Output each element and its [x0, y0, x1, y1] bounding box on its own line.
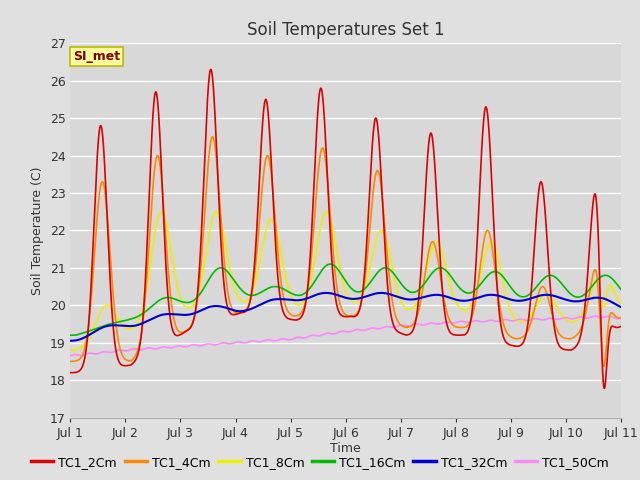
TC1_2Cm [241, 309, 249, 314]
TC1_50Cm [67, 353, 74, 359]
TC1_16Cm [415, 287, 423, 292]
Line: TC1_4Cm: TC1_4Cm [70, 137, 621, 366]
TC1_4Cm [209, 134, 216, 140]
TC1_50Cm [591, 313, 599, 319]
Line: TC1_32Cm: TC1_32Cm [70, 293, 621, 341]
TC1_8Cm [521, 318, 529, 324]
TC1_4Cm [451, 324, 458, 329]
TC1_2Cm [617, 324, 625, 329]
TC1_2Cm [67, 370, 74, 375]
TC1_32Cm [241, 308, 249, 313]
X-axis label: Time: Time [330, 443, 361, 456]
TC1_16Cm [241, 290, 249, 296]
TC1_16Cm [326, 261, 334, 267]
Y-axis label: Soil Temperature (C): Soil Temperature (C) [31, 166, 44, 295]
TC1_50Cm [480, 319, 488, 325]
TC1_16Cm [67, 332, 74, 338]
TC1_50Cm [520, 317, 528, 323]
TC1_2Cm [480, 114, 488, 120]
TC1_8Cm [241, 299, 249, 304]
Title: Soil Temperatures Set 1: Soil Temperatures Set 1 [247, 21, 444, 39]
TC1_16Cm [451, 278, 458, 284]
TC1_2Cm [451, 332, 458, 338]
TC1_32Cm [617, 304, 625, 310]
TC1_50Cm [415, 322, 423, 327]
TC1_8Cm [67, 347, 74, 353]
TC1_32Cm [521, 297, 529, 303]
TC1_8Cm [617, 300, 625, 306]
TC1_8Cm [480, 257, 488, 263]
Line: TC1_50Cm: TC1_50Cm [70, 316, 621, 356]
TC1_8Cm [157, 209, 165, 215]
Legend: TC1_2Cm, TC1_4Cm, TC1_8Cm, TC1_16Cm, TC1_32Cm, TC1_50Cm: TC1_2Cm, TC1_4Cm, TC1_8Cm, TC1_16Cm, TC1… [26, 451, 614, 474]
TC1_16Cm [617, 287, 625, 292]
TC1_8Cm [451, 297, 458, 302]
TC1_50Cm [451, 320, 458, 326]
TC1_32Cm [415, 295, 423, 301]
TC1_32Cm [451, 296, 458, 302]
TC1_50Cm [617, 315, 625, 321]
TC1_50Cm [241, 340, 249, 346]
TC1_4Cm [600, 363, 607, 369]
TC1_32Cm [480, 293, 488, 299]
TC1_4Cm [415, 305, 423, 311]
TC1_32Cm [451, 297, 458, 302]
TC1_4Cm [617, 315, 625, 321]
TC1_8Cm [451, 296, 458, 302]
TC1_4Cm [241, 308, 249, 313]
TC1_2Cm [521, 336, 529, 342]
Line: TC1_8Cm: TC1_8Cm [70, 212, 621, 350]
TC1_16Cm [451, 279, 458, 285]
Line: TC1_2Cm: TC1_2Cm [70, 70, 621, 388]
Line: TC1_16Cm: TC1_16Cm [70, 264, 621, 335]
TC1_2Cm [415, 289, 423, 295]
TC1_32Cm [378, 290, 385, 296]
TC1_4Cm [67, 359, 74, 364]
TC1_50Cm [451, 320, 458, 326]
TC1_16Cm [521, 294, 529, 300]
TC1_4Cm [521, 333, 529, 338]
TC1_2Cm [600, 385, 608, 391]
TC1_32Cm [67, 338, 74, 344]
TC1_8Cm [415, 294, 423, 300]
TC1_2Cm [207, 67, 214, 72]
TC1_2Cm [451, 332, 458, 338]
TC1_4Cm [451, 324, 458, 329]
TC1_4Cm [480, 238, 488, 244]
Text: SI_met: SI_met [73, 50, 120, 63]
TC1_16Cm [480, 277, 488, 283]
